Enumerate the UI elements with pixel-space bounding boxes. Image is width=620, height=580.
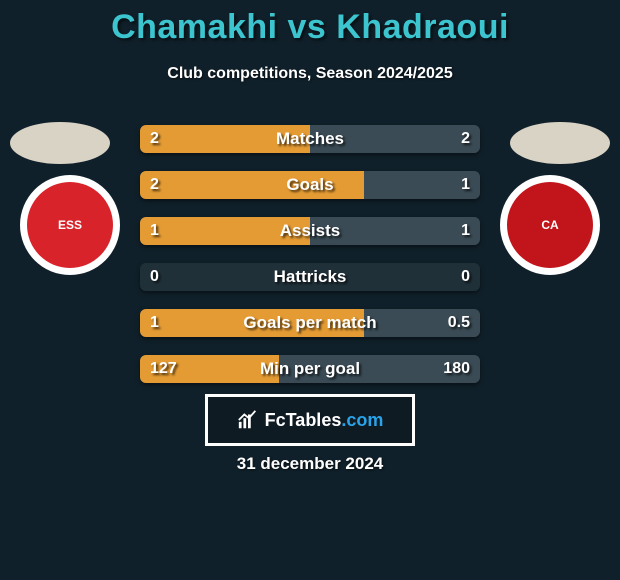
club-badge-right-text: CA — [541, 218, 558, 232]
club-badge-left: ESS — [20, 175, 120, 275]
player-right-head — [510, 122, 610, 164]
stat-row-label: Hattricks — [140, 263, 480, 291]
branding-text: FcTables.com — [265, 410, 384, 431]
chart-icon — [237, 409, 259, 431]
stat-row-label: Assists — [140, 217, 480, 245]
club-badge-right: CA — [500, 175, 600, 275]
stat-row: 22Matches — [140, 125, 480, 153]
stat-row-label: Min per goal — [140, 355, 480, 383]
stat-row-label: Goals — [140, 171, 480, 199]
stat-row: 00Hattricks — [140, 263, 480, 291]
stat-row: 21Goals — [140, 171, 480, 199]
branding-site: FcTables — [265, 410, 342, 430]
player-left-head — [10, 122, 110, 164]
stat-row: 127180Min per goal — [140, 355, 480, 383]
club-badge-left-text: ESS — [58, 218, 82, 232]
subtitle: Club competitions, Season 2024/2025 — [0, 65, 620, 83]
club-badge-right-inner: CA — [507, 182, 593, 268]
stat-row: 10.5Goals per match — [140, 309, 480, 337]
date-text: 31 december 2024 — [0, 454, 620, 474]
stat-row: 11Assists — [140, 217, 480, 245]
branding-suffix: .com — [341, 410, 383, 430]
stat-row-label: Matches — [140, 125, 480, 153]
stat-row-label: Goals per match — [140, 309, 480, 337]
stats-bars: 22Matches 21Goals 11Assists 00Hattricks 10.5… — [140, 125, 480, 401]
page-title: Chamakhi vs Khadraoui — [0, 0, 620, 47]
club-badge-left-inner: ESS — [27, 182, 113, 268]
branding-box: FcTables.com — [205, 394, 415, 446]
